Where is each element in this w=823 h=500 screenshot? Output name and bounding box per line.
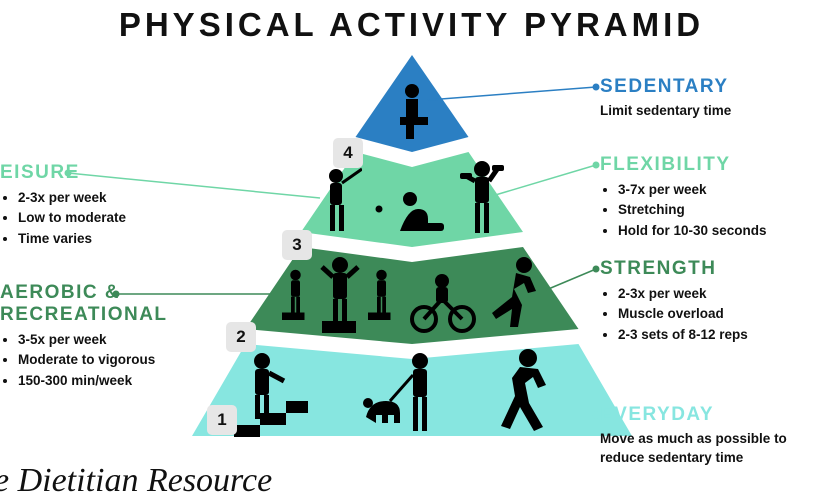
seated-stretch-icon xyxy=(390,191,446,235)
list-item: Muscle overload xyxy=(618,304,820,324)
callout-aerobic-list: 3-5x per week Moderate to vigorous 150-3… xyxy=(18,330,190,391)
callout-flexibility: FLEXIBILITY 3-7x per week Stretching Hol… xyxy=(600,154,823,241)
step-aerobics-group-icon xyxy=(282,257,402,333)
callout-strength-list: 2-3x per week Muscle overload 2-3 sets o… xyxy=(618,284,820,345)
list-item: 3-7x per week xyxy=(618,180,823,200)
stairs-walker-icon xyxy=(234,351,314,437)
callout-aerobic: AEROBIC &RECREATIONAL 3-5x per week Mode… xyxy=(0,282,190,391)
list-item: 2-3x per week xyxy=(618,284,820,304)
list-item: 2-3 sets of 8-12 reps xyxy=(618,325,820,345)
list-item: Time varies xyxy=(18,229,170,249)
callout-everyday: EVERYDAY Move as much as possible to red… xyxy=(600,404,823,468)
callout-sedentary: SEDENTARY Limit sedentary time xyxy=(600,76,820,121)
runner-icon xyxy=(486,255,548,333)
level-badge-3-label: 3 xyxy=(292,235,301,255)
callout-strength-title: STRENGTH xyxy=(600,258,820,280)
ball-icon xyxy=(375,205,383,213)
infographic-canvas: PHYSICAL ACTIVITY PYRAMID xyxy=(0,0,823,500)
dumbbell-person-icon xyxy=(456,159,508,235)
list-item: 2-3x per week xyxy=(18,188,170,208)
level-badge-1-label: 1 xyxy=(217,410,226,430)
list-item: 3-5x per week xyxy=(18,330,190,350)
golfer-icon xyxy=(312,167,362,233)
sitting-person-icon xyxy=(392,83,432,141)
list-item: 150-300 min/week xyxy=(18,371,190,391)
level-badge-4-label: 4 xyxy=(343,143,352,163)
list-item: Stretching xyxy=(618,200,823,220)
callout-flexibility-title: FLEXIBILITY xyxy=(600,154,823,176)
level-badge-2-label: 2 xyxy=(236,327,245,347)
callout-everyday-title: EVERYDAY xyxy=(600,404,823,426)
dog-walker-icon xyxy=(358,351,458,437)
level-badge-3: 3 xyxy=(282,230,312,260)
callout-flexibility-list: 3-7x per week Stretching Hold for 10-30 … xyxy=(618,180,823,241)
level-badge-4: 4 xyxy=(333,138,363,168)
page-title: PHYSICAL ACTIVITY PYRAMID xyxy=(0,6,823,44)
callout-sedentary-desc: Limit sedentary time xyxy=(600,102,820,121)
list-item: Low to moderate xyxy=(18,208,170,228)
walker-icon xyxy=(488,347,560,437)
cyclist-icon xyxy=(408,271,478,333)
list-item: Hold for 10-30 seconds xyxy=(618,221,823,241)
level-badge-2: 2 xyxy=(226,322,256,352)
callout-aerobic-title: AEROBIC &RECREATIONAL xyxy=(0,282,190,326)
pyramid xyxy=(192,55,632,435)
callout-sedentary-title: SEDENTARY xyxy=(600,76,820,98)
footer-attribution: e Dietitian Resource xyxy=(0,462,272,500)
list-item: Moderate to vigorous xyxy=(18,350,190,370)
page-title-text: PHYSICAL ACTIVITY PYRAMID xyxy=(119,6,704,43)
level-badge-1: 1 xyxy=(207,405,237,435)
callout-leisure-list: 2-3x per week Low to moderate Time varie… xyxy=(18,188,170,249)
callout-everyday-desc: Move as much as possible to reduce seden… xyxy=(600,430,823,468)
callout-leisure-title: EISURE xyxy=(0,162,170,184)
callout-strength: STRENGTH 2-3x per week Muscle overload 2… xyxy=(600,258,820,345)
callout-leisure: EISURE 2-3x per week Low to moderate Tim… xyxy=(0,162,170,249)
